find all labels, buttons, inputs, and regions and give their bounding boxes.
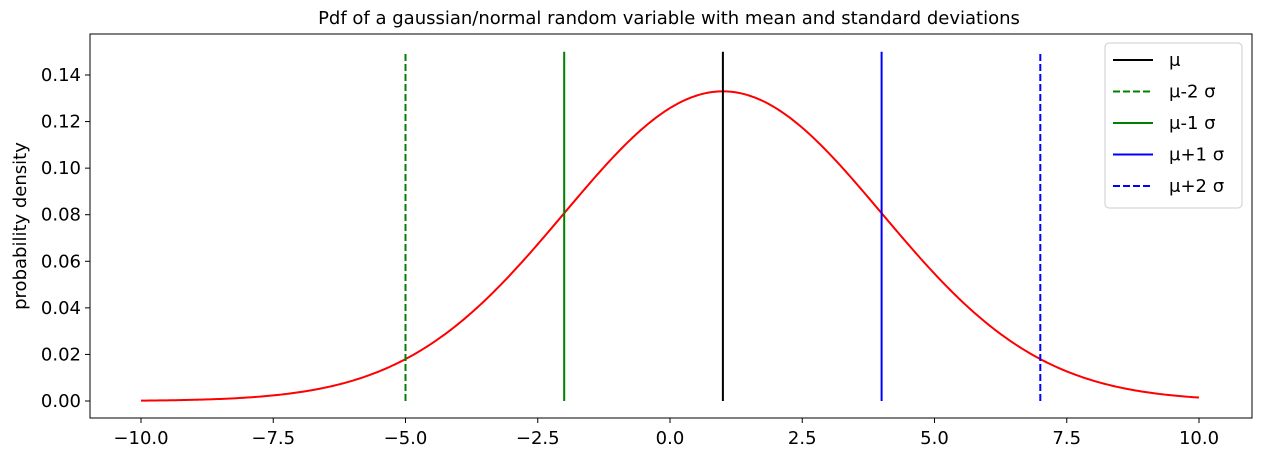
x-tick-label: 7.5 [1052,428,1081,449]
legend-label: μ+2 σ [1169,176,1224,197]
legend-box [1104,42,1243,209]
x-tick-label: 5.0 [920,428,949,449]
y-axis: 0.00 0.02 0.04 0.06 0.08 0.10 0.12 0.14 [41,65,90,412]
x-tick-label: −10.0 [113,428,168,449]
legend: μ μ-2 σ μ-1 σ μ+1 σ μ+2 σ [1104,42,1243,209]
y-axis-title: probability density [10,142,31,310]
y-tick-label: 0.02 [41,344,81,365]
y-tick-label: 0.00 [41,391,81,412]
y-tick-label: 0.10 [41,158,81,179]
plot-frame [89,33,1253,419]
x-tick-label: −7.5 [251,428,295,449]
y-tick-label: 0.06 [41,251,81,272]
x-tick-label: 2.5 [788,428,817,449]
pdf-curve [140,90,1200,402]
x-tick-label: −5.0 [384,428,428,449]
legend-label: μ [1169,50,1181,71]
plot-area [140,51,1200,402]
x-tick-label: 0.0 [656,428,685,449]
x-tick-label: 10.0 [1179,428,1219,449]
y-tick-label: 0.08 [41,205,81,226]
legend-label: μ+1 σ [1169,145,1224,166]
y-tick-label: 0.14 [41,65,81,86]
legend-label: μ-1 σ [1169,113,1216,134]
y-tick-label: 0.04 [41,298,81,319]
chart-title: Pdf of a gaussian/normal random variable… [318,8,1020,29]
x-tick-label: −2.5 [516,428,560,449]
legend-label: μ-2 σ [1169,82,1216,103]
y-tick-label: 0.12 [41,112,81,133]
x-axis: −10.0 −7.5 −5.0 −2.5 0.0 2.5 5.0 7.5 10.0 [113,418,1219,449]
